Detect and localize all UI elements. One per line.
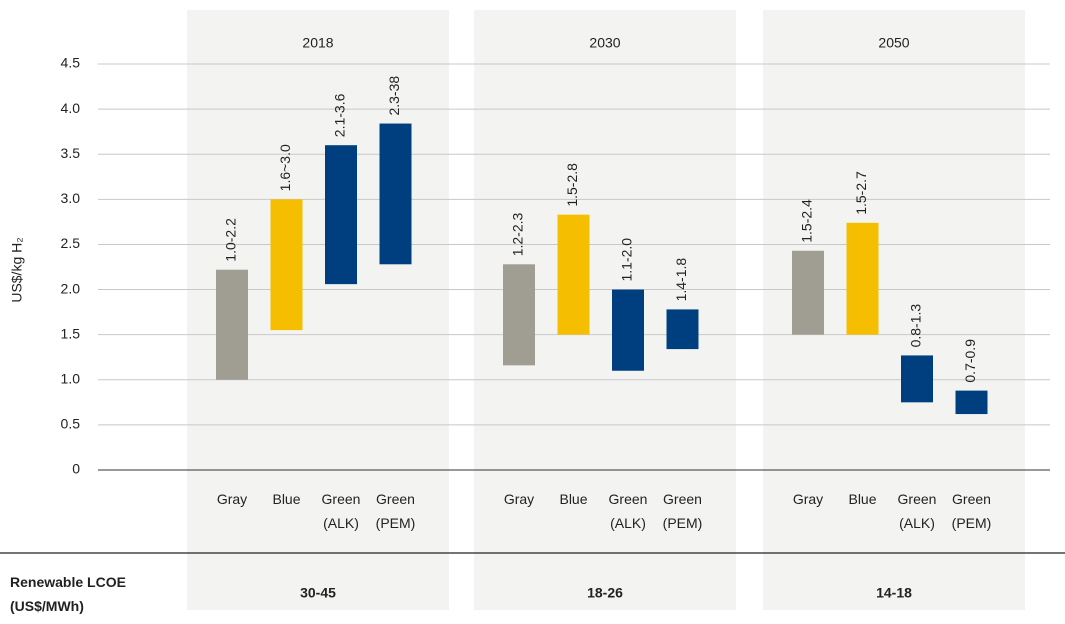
value-label: 1.5-2.7: [853, 171, 869, 215]
range-bar: [379, 123, 412, 265]
x-tick-label: Blue: [559, 491, 587, 507]
range-bar: [325, 145, 357, 285]
value-label: 2.1-3.6: [332, 93, 348, 137]
x-tick-label: Green (ALK): [609, 491, 648, 531]
y-tick-label: 1.0: [61, 370, 81, 386]
group-header: 2050: [878, 35, 909, 51]
group-header: 2018: [302, 35, 333, 51]
range-bar: [270, 199, 303, 331]
value-label: 1.1-2.0: [619, 238, 635, 282]
range-bar: [503, 264, 535, 366]
lcoe-value: 14-18: [876, 585, 912, 601]
y-tick-label: 4.5: [61, 55, 81, 71]
x-tick-label: Green (PEM): [376, 491, 416, 531]
y-tick-label: 1.5: [61, 325, 81, 341]
x-tick-label: Green (ALK): [322, 491, 361, 531]
lcoe-label: Renewable LCOE (US$/MWh): [10, 574, 126, 614]
y-tick-label: 0: [72, 461, 80, 477]
y-axis-title: US$/kg H₂: [9, 237, 25, 302]
x-tick-label: Green (PEM): [952, 491, 992, 531]
x-tick-label: Blue: [848, 491, 876, 507]
x-tick-label: Gray: [217, 491, 247, 507]
x-tick-label: Green (ALK): [898, 491, 937, 531]
range-bar: [666, 309, 699, 350]
range-bar: [557, 214, 590, 335]
y-tick-label: 2.0: [61, 280, 81, 296]
x-tick-label: Gray: [504, 491, 534, 507]
value-label: 0.7-0.9: [962, 339, 978, 383]
range-bar: [901, 355, 933, 403]
group-header: 2030: [589, 35, 620, 51]
lcoe-value: 30-45: [300, 585, 336, 601]
y-tick-label: 0.5: [61, 416, 81, 432]
value-label: 1.4-1.8: [673, 258, 689, 302]
range-bar: [846, 222, 879, 335]
value-label: 1.6~3.0: [277, 144, 293, 191]
y-tick-label: 3.0: [61, 190, 81, 206]
value-label: 0.8-1.3: [908, 304, 924, 348]
range-bar: [792, 250, 824, 335]
y-tick-label: 3.5: [61, 145, 81, 161]
value-label: 1.0-2.2: [223, 218, 239, 262]
y-tick-label: 4.0: [61, 100, 81, 116]
range-bar: [216, 269, 248, 380]
value-label: 1.5-2.8: [564, 163, 580, 207]
x-tick-label: Blue: [272, 491, 300, 507]
value-label: 1.5-2.4: [799, 199, 815, 243]
range-bar: [612, 289, 644, 371]
lcoe-value: 18-26: [587, 585, 623, 601]
x-tick-label: Gray: [793, 491, 823, 507]
value-label: 2.3-38: [386, 76, 402, 116]
x-tick-label: Green (PEM): [663, 491, 703, 531]
value-label: 1.2-2.3: [510, 212, 526, 256]
y-tick-label: 2.5: [61, 235, 81, 251]
range-bar: [955, 390, 988, 415]
